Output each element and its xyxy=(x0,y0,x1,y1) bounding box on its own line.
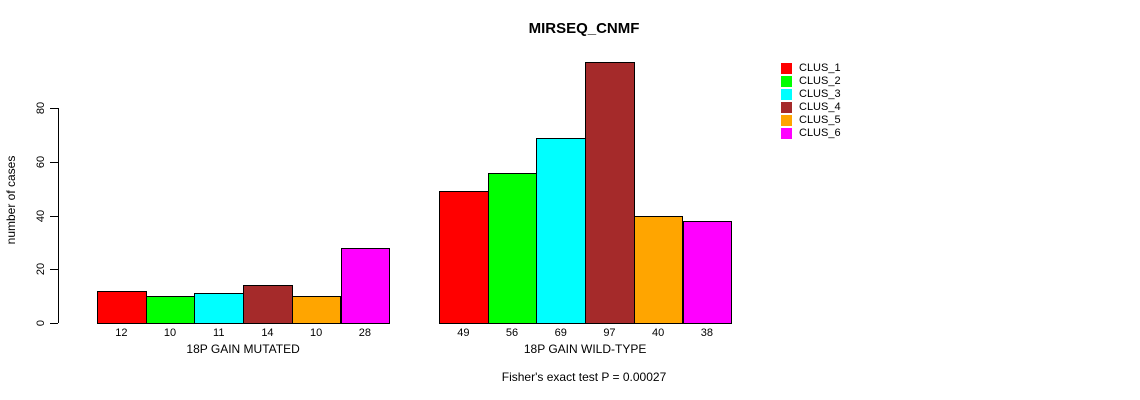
legend-item: CLUS_6 xyxy=(781,127,841,140)
bar-value-label: 38 xyxy=(700,327,713,339)
bar-value-label: 10 xyxy=(163,327,177,339)
bar-clus_5 xyxy=(291,296,342,324)
legend-swatch-clus_6 xyxy=(781,128,792,139)
y-axis-label: number of cases xyxy=(4,155,18,245)
legend-item: CLUS_4 xyxy=(781,101,841,114)
y-tick-mark xyxy=(50,269,58,271)
bar-value-label: 14 xyxy=(261,327,274,339)
bar-clus_6 xyxy=(682,220,733,324)
legend-label: CLUS_1 xyxy=(799,62,841,74)
legend-swatch-clus_5 xyxy=(781,115,792,126)
legend-item: CLUS_3 xyxy=(781,88,841,101)
bar-clus_2 xyxy=(487,172,538,324)
chart-title: MIRSEQ_CNMF xyxy=(528,20,640,37)
bar-value-label: 69 xyxy=(554,327,567,339)
y-tick-mark xyxy=(50,323,58,324)
bar-clus_3 xyxy=(536,137,587,324)
legend-swatch-clus_2 xyxy=(781,76,792,87)
legend-label: CLUS_4 xyxy=(799,101,841,113)
legend: CLUS_1 CLUS_2 CLUS_3 CLUS_4 CLUS_5 CLUS_6 xyxy=(781,62,841,140)
legend-label: CLUS_2 xyxy=(799,75,841,87)
legend-swatch-clus_1 xyxy=(781,63,792,74)
legend-label: CLUS_3 xyxy=(799,88,841,100)
bar-clus_4 xyxy=(243,285,293,324)
y-axis-line xyxy=(58,108,59,323)
bar-clus_1 xyxy=(97,290,147,324)
legend-label: CLUS_5 xyxy=(799,114,841,126)
legend-item: CLUS_2 xyxy=(781,75,841,88)
legend-swatch-clus_4 xyxy=(781,102,792,113)
bar-clus_6 xyxy=(340,247,391,324)
legend-item: CLUS_5 xyxy=(781,114,841,127)
y-tick-label: 80 xyxy=(35,101,47,115)
legend-item: CLUS_1 xyxy=(781,62,841,75)
bar-clus_3 xyxy=(194,293,245,324)
bar-value-label: 28 xyxy=(358,327,371,339)
fisher-test-annotation: Fisher's exact test P = 0.00027 xyxy=(501,370,667,384)
group-label: 18P GAIN WILD-TYPE xyxy=(523,342,647,356)
bar-value-label: 10 xyxy=(310,327,323,339)
bar-value-label: 40 xyxy=(652,327,665,339)
y-tick-mark xyxy=(50,108,58,109)
group-label: 18P GAIN MUTATED xyxy=(186,342,300,356)
y-tick-label: 40 xyxy=(35,209,47,222)
y-tick-label: 20 xyxy=(35,263,47,276)
bar-clus_4 xyxy=(585,62,635,324)
bar-value-label: 12 xyxy=(115,327,128,339)
y-tick-label: 0 xyxy=(35,319,47,327)
y-tick-label: 60 xyxy=(35,155,47,168)
bar-clus_2 xyxy=(145,296,196,324)
bar-value-label: 97 xyxy=(603,327,616,339)
bar-value-label: 49 xyxy=(457,327,470,339)
y-tick-mark xyxy=(50,161,58,163)
bar-value-label: 56 xyxy=(505,327,519,339)
bar-clus_5 xyxy=(633,215,684,324)
bar-clus_1 xyxy=(439,191,489,324)
legend-label: CLUS_6 xyxy=(799,127,841,139)
legend-swatch-clus_3 xyxy=(781,89,792,100)
bar-value-label: 11 xyxy=(213,327,225,339)
y-tick-mark xyxy=(50,215,58,217)
